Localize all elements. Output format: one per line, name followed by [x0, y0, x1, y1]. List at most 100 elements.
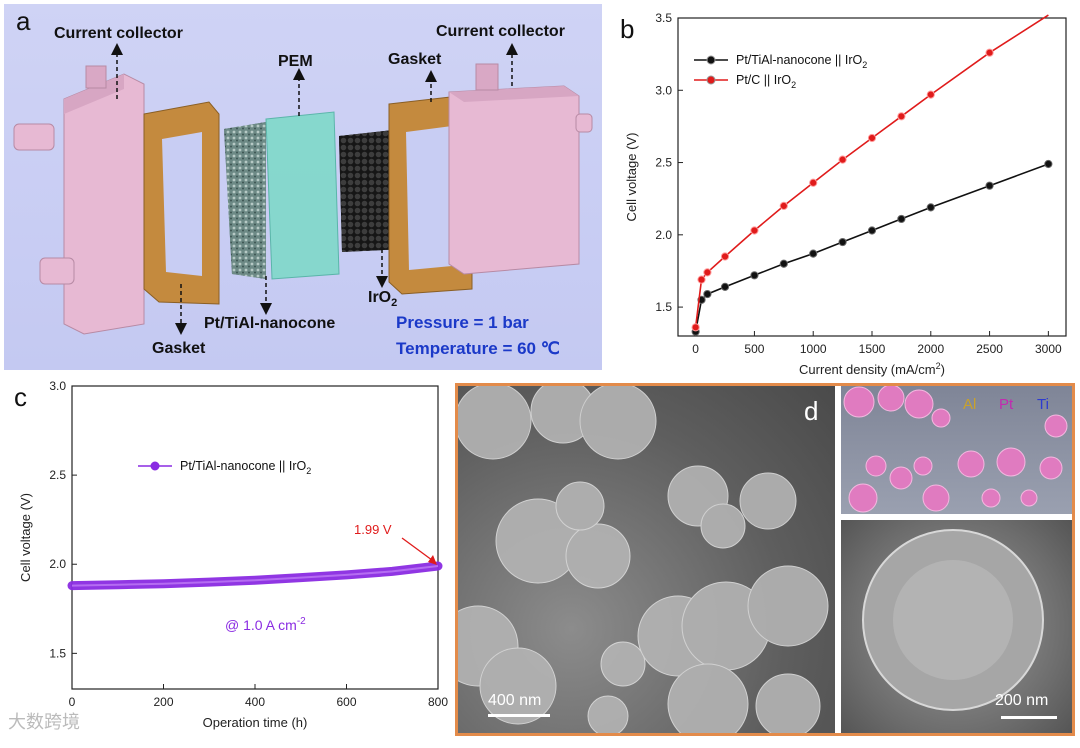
- data-point: [809, 249, 818, 258]
- legend-marker-1: [706, 75, 716, 85]
- data-point: [697, 275, 706, 284]
- x-tick-label: 1000: [800, 342, 827, 356]
- data-point: [691, 323, 700, 332]
- data-point: [926, 203, 935, 212]
- y-tick-label: 3.5: [655, 11, 672, 25]
- data-point: [985, 48, 994, 57]
- sem-divider-vertical: [835, 386, 841, 733]
- panel-b-polarization: b 0 500 1000 1500 2000 2500 3000 1.5 2.0 2.5 3.0 3.…: [606, 0, 1080, 378]
- legend-entry-0: Pt/TiAl-nanocone || IrO2: [736, 53, 867, 70]
- series-stability-line: [71, 565, 439, 587]
- left-current-collector: [13, 65, 145, 335]
- x-tick-label: 1500: [859, 342, 886, 356]
- data-point: [720, 282, 730, 291]
- sem-divider-horizontal: [841, 514, 1072, 520]
- x-tick-label: 0: [692, 342, 699, 356]
- x-axis-label: Operation time (h): [203, 715, 308, 730]
- stability-chart: 0 200 400 600 800 1.5 2.0 2.5 3.0 Operation time …: [18, 379, 448, 730]
- data-point: [750, 226, 759, 235]
- label-gasket-bottom: Gasket: [152, 340, 206, 357]
- panel-label-b: b: [620, 14, 635, 44]
- y-tick-label: 2.5: [49, 468, 66, 482]
- y-axis-label: Cell voltage (V): [624, 133, 639, 222]
- x-tick-label: 400: [245, 695, 265, 709]
- x-tick-label: 200: [153, 695, 173, 709]
- y-tick-label: 2.0: [49, 557, 66, 571]
- x-tick-label: 600: [336, 695, 356, 709]
- annotation-arrowhead: [428, 555, 437, 566]
- data-point: [809, 178, 818, 187]
- data-point: [867, 226, 877, 235]
- label-current-collector-right: Current collector: [436, 23, 565, 40]
- y-tick-label: 2.0: [655, 228, 672, 242]
- sem-image-main: d 400 nm: [458, 386, 835, 733]
- scalebar-inset-label: 200 nm: [995, 692, 1049, 709]
- x-tick-label: 3000: [1035, 342, 1062, 356]
- y-axis-label: Cell voltage (V): [18, 493, 33, 582]
- y-tick-label: 3.0: [655, 83, 672, 97]
- label-cathode: Pt/TiAl-nanocone: [204, 315, 335, 332]
- legend-marker-0: [706, 55, 716, 65]
- y-tick-label: 1.5: [49, 646, 66, 660]
- data-point: [838, 237, 847, 247]
- data-point: [750, 271, 759, 280]
- electrolyzer-schematic: a Current collector Current collector PE…: [13, 6, 593, 358]
- panel-c-stability: c 0 200 400 600 800 1.5 2.0 2.5 3.0 Operation tim…: [0, 378, 455, 743]
- panel-d-sem: d 400 nm Al Pt Ti 200 nm: [455, 383, 1075, 736]
- data-point: [703, 289, 712, 299]
- data-point: [1044, 159, 1053, 169]
- scalebar-main-line: [488, 714, 550, 717]
- scalebar-inset-line: [1001, 716, 1057, 719]
- label-anode: IrO2: [368, 289, 397, 309]
- data-point: [720, 252, 730, 261]
- cathode-layer: [224, 122, 266, 279]
- annotation-condition: @ 1.0 A cm-2: [225, 616, 306, 633]
- sem-image-inset: 200 nm: [841, 520, 1072, 733]
- label-current-collector-left: Current collector: [54, 25, 183, 42]
- label-gasket-top: Gasket: [388, 51, 442, 68]
- eds-particles: [843, 386, 1068, 513]
- data-point: [779, 259, 788, 268]
- eds-label-ti: Ti: [1037, 396, 1049, 413]
- legend-entry-0: Pt/TiAl-nanocone || IrO2: [180, 459, 311, 476]
- data-point: [897, 112, 906, 121]
- x-tick-label: 800: [428, 695, 448, 709]
- sem-single-particle: [862, 529, 1044, 711]
- label-temperature: Temperature = 60 ℃: [396, 339, 560, 358]
- series-stability-band: [67, 561, 443, 591]
- pem-membrane: [265, 111, 340, 280]
- polarization-chart: 0 500 1000 1500 2000 2500 3000 1.5 2.0 2.5 3.0 3.5 C…: [624, 11, 1067, 377]
- data-point: [897, 214, 906, 224]
- eds-label-pt: Pt: [999, 396, 1014, 413]
- sem-eds-map: Al Pt Ti: [841, 386, 1072, 514]
- panel-label-c: c: [14, 382, 27, 412]
- plot-frame: [71, 385, 439, 690]
- data-point: [985, 181, 994, 190]
- x-axis-label: Current density (mA/cm2): [799, 361, 945, 377]
- x-tick-label: 2500: [976, 342, 1003, 356]
- data-point: [703, 268, 712, 277]
- legend-entry-1: Pt/C || IrO2: [736, 73, 796, 90]
- eds-label-al: Al: [963, 396, 977, 413]
- anode-layer: [339, 129, 404, 252]
- y-tick-label: 2.5: [655, 156, 672, 170]
- series-line-0: [694, 163, 1049, 332]
- legend-marker-0: [150, 461, 160, 471]
- data-point: [838, 155, 847, 164]
- sem-particles: [458, 386, 829, 733]
- data-point: [779, 201, 788, 211]
- panel-label-a: a: [16, 6, 31, 36]
- annotation-end-value: 1.99 V: [354, 522, 392, 537]
- left-gasket: [143, 101, 220, 305]
- y-tick-label: 3.0: [49, 379, 66, 393]
- right-current-collector: [448, 63, 593, 275]
- data-point: [926, 90, 935, 99]
- y-tick-label: 1.5: [655, 300, 672, 314]
- data-point: [867, 133, 877, 143]
- scalebar-main-label: 400 nm: [488, 692, 542, 709]
- x-tick-label: 0: [69, 695, 76, 709]
- watermark: 大数跨境: [8, 712, 80, 732]
- panel-label-d: d: [804, 396, 819, 426]
- label-pressure: Pressure = 1 bar: [396, 313, 529, 332]
- x-tick-label: 500: [744, 342, 764, 356]
